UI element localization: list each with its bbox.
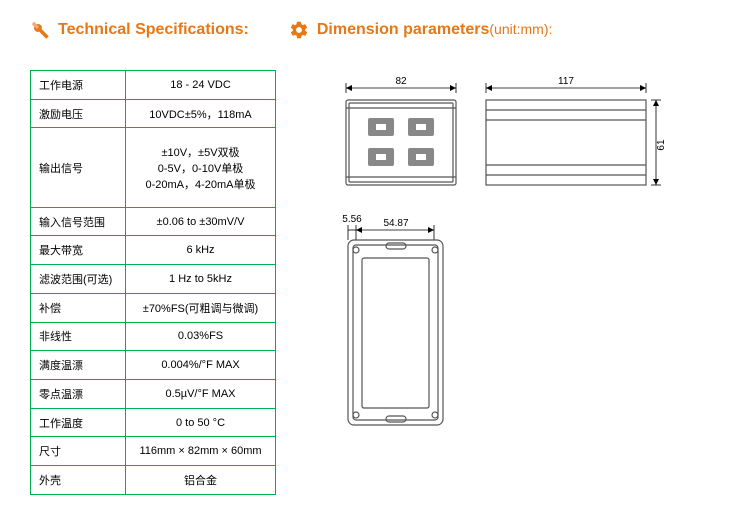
dimension-svg: 82 xyxy=(326,70,686,490)
spec-label: 激励电压 xyxy=(31,99,126,128)
table-row: 滤波范围(可选)1 Hz to 5kHz xyxy=(31,265,276,294)
spec-value: 0 to 50 °C xyxy=(126,408,276,437)
table-row: 非线性0.03%FS xyxy=(31,322,276,351)
spec-value: 6 kHz xyxy=(126,236,276,265)
spec-table-body: 工作电源18 - 24 VDC激励电压10VDC±5%，118mA输出信号±10… xyxy=(31,71,276,495)
table-row: 尺寸116mm × 82mm × 60mm xyxy=(31,437,276,466)
spec-value: 116mm × 82mm × 60mm xyxy=(126,437,276,466)
heading-tech-spec-text: Technical Specifications: xyxy=(58,21,249,39)
spec-label: 输出信号 xyxy=(31,128,126,207)
dim-5487-label: 54.87 xyxy=(383,218,408,229)
spec-label: 输入信号范围 xyxy=(31,207,126,236)
spec-label: 补偿 xyxy=(31,293,126,322)
spec-value: ±0.06 to ±30mV/V xyxy=(126,207,276,236)
spec-value: 0.03%FS xyxy=(126,322,276,351)
dim-82-label: 82 xyxy=(395,76,407,87)
table-row: 补偿±70%FS(可粗调与微调) xyxy=(31,293,276,322)
dim-556-label: 5.56 xyxy=(342,214,362,225)
tools-icon xyxy=(30,20,50,40)
spec-value: 18 - 24 VDC xyxy=(126,71,276,100)
dim-61-label: 61 xyxy=(656,139,667,151)
table-row: 输入信号范围±0.06 to ±30mV/V xyxy=(31,207,276,236)
heading-dim-param-text: Dimension parameters(unit:mm): xyxy=(317,21,553,39)
dim-param-main: Dimension parameters xyxy=(317,21,490,38)
table-row: 输出信号±10V，±5V双极0-5V，0-10V单极0-20mA，4-20mA单… xyxy=(31,128,276,207)
table-row: 满度温漂0.004%/°F MAX xyxy=(31,351,276,380)
spec-label: 滤波范围(可选) xyxy=(31,265,126,294)
spec-value: ±10V，±5V双极0-5V，0-10V单极0-20mA，4-20mA单极 xyxy=(126,128,276,207)
dimension-diagrams: 82 xyxy=(326,70,701,495)
content-row: 工作电源18 - 24 VDC激励电压10VDC±5%，118mA输出信号±10… xyxy=(30,70,701,495)
spec-label: 尺寸 xyxy=(31,437,126,466)
table-row: 外壳铝合金 xyxy=(31,466,276,495)
dim-117-label: 117 xyxy=(558,76,574,87)
table-row: 最大带宽6 kHz xyxy=(31,236,276,265)
spec-label: 工作电源 xyxy=(31,71,126,100)
table-row: 工作电源18 - 24 VDC xyxy=(31,71,276,100)
spec-value: 0.004%/°F MAX xyxy=(126,351,276,380)
heading-dim-param: Dimension parameters(unit:mm): xyxy=(289,20,553,40)
spec-value: 1 Hz to 5kHz xyxy=(126,265,276,294)
table-row: 激励电压10VDC±5%，118mA xyxy=(31,99,276,128)
spec-label: 外壳 xyxy=(31,466,126,495)
spec-value: ±70%FS(可粗调与微调) xyxy=(126,293,276,322)
dim-param-unit: (unit:mm): xyxy=(489,21,552,37)
spec-label: 工作温度 xyxy=(31,408,126,437)
spec-label: 非线性 xyxy=(31,322,126,351)
spec-label: 满度温漂 xyxy=(31,351,126,380)
spec-value: 铝合金 xyxy=(126,466,276,495)
spec-value: 10VDC±5%，118mA xyxy=(126,99,276,128)
spec-table: 工作电源18 - 24 VDC激励电压10VDC±5%，118mA输出信号±10… xyxy=(30,70,276,495)
spec-value: 0.5µV/°F MAX xyxy=(126,380,276,409)
spec-label: 零点温漂 xyxy=(31,380,126,409)
headings-row: Technical Specifications: Dimension para… xyxy=(30,20,701,40)
table-row: 零点温漂0.5µV/°F MAX xyxy=(31,380,276,409)
table-row: 工作温度0 to 50 °C xyxy=(31,408,276,437)
heading-tech-spec: Technical Specifications: xyxy=(30,20,249,40)
gear-icon xyxy=(289,20,309,40)
spec-label: 最大带宽 xyxy=(31,236,126,265)
